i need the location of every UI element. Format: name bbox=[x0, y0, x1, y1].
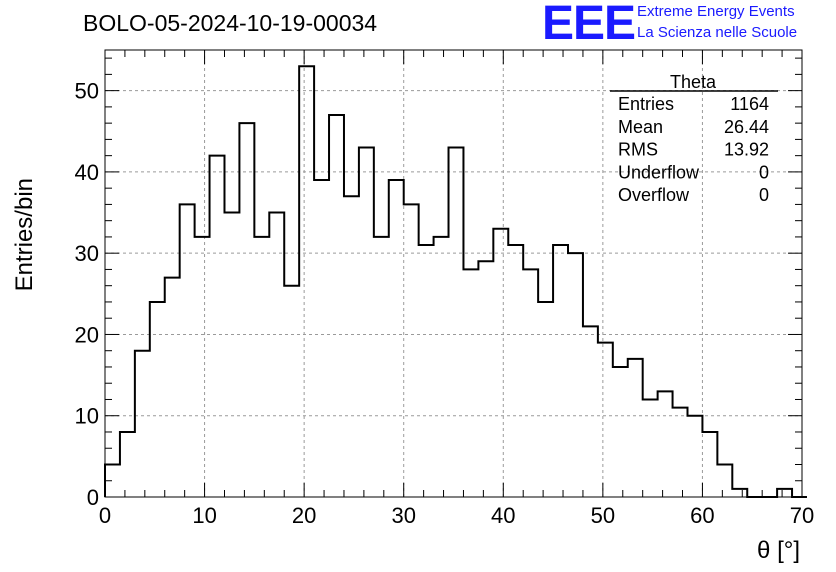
histogram-bin bbox=[404, 204, 419, 497]
y-tick-label: 0 bbox=[87, 485, 99, 510]
y-tick-label: 20 bbox=[75, 322, 99, 347]
histogram-bin bbox=[538, 302, 553, 497]
stats-label: Overflow bbox=[618, 185, 690, 205]
histogram-bin bbox=[493, 229, 508, 497]
stats-label: RMS bbox=[618, 140, 658, 160]
histogram-bin bbox=[180, 204, 195, 497]
histogram-bin bbox=[150, 302, 165, 497]
eee-logo: EEE bbox=[542, 0, 636, 50]
histogram-bins bbox=[105, 66, 792, 497]
stats-value: 0 bbox=[759, 185, 769, 205]
histogram-bin bbox=[613, 367, 628, 497]
histogram-bin bbox=[344, 196, 359, 497]
stats-label: Underflow bbox=[618, 162, 700, 182]
histogram-bin bbox=[359, 148, 374, 497]
stats-label: Mean bbox=[618, 117, 663, 137]
histogram-bin bbox=[732, 489, 747, 497]
histogram-bin bbox=[105, 464, 120, 497]
histogram-bin bbox=[224, 213, 239, 497]
x-tick-label: 30 bbox=[391, 503, 415, 528]
histogram-bin bbox=[687, 416, 702, 497]
tick-labels: 0 10 20 30 40 50 60 70 0 10 20 30 40 50 bbox=[75, 79, 815, 528]
histogram-bin bbox=[777, 489, 792, 497]
histogram-bin bbox=[598, 343, 613, 497]
histogram-bin bbox=[210, 156, 225, 497]
stats-value: 1164 bbox=[730, 94, 769, 114]
histogram-bin bbox=[239, 123, 254, 497]
stats-title: Theta bbox=[670, 72, 717, 92]
stats-value: 26.44 bbox=[724, 117, 769, 137]
logo-line-2: La Scienza nelle Scuole bbox=[637, 24, 798, 41]
histogram-bin bbox=[568, 253, 583, 497]
grid-lines bbox=[105, 50, 802, 497]
histogram-bin bbox=[658, 391, 673, 497]
histogram-bin bbox=[165, 278, 180, 497]
histogram-bin bbox=[717, 464, 732, 497]
histogram-bin bbox=[702, 432, 717, 497]
x-tick-label: 20 bbox=[292, 503, 316, 528]
histogram-outline bbox=[104, 65, 807, 498]
histogram-bin bbox=[254, 237, 269, 497]
y-tick-label: 50 bbox=[75, 79, 99, 104]
x-tick-label: 60 bbox=[690, 503, 714, 528]
histogram-bin bbox=[553, 245, 568, 497]
histogram-bin bbox=[389, 180, 404, 497]
histogram-bin bbox=[329, 115, 344, 497]
histogram-bin bbox=[269, 213, 284, 497]
y-tick-label: 10 bbox=[75, 404, 99, 429]
histogram-bin bbox=[135, 351, 150, 497]
histogram-bin bbox=[583, 326, 598, 497]
histogram-bin bbox=[299, 66, 314, 497]
chart-title: BOLO-05-2024-10-19-00034 bbox=[83, 10, 378, 36]
stats-label: Entries bbox=[618, 94, 674, 114]
y-axis-label: Entries/bin bbox=[11, 178, 38, 291]
histogram-bin bbox=[314, 180, 329, 497]
y-tick-label: 30 bbox=[75, 241, 99, 266]
histogram-bin bbox=[195, 237, 210, 497]
histogram-bin bbox=[643, 399, 658, 497]
histogram-bin bbox=[284, 286, 299, 497]
histogram-bin bbox=[120, 432, 135, 497]
x-tick-label: 0 bbox=[99, 503, 111, 528]
histogram-bin bbox=[523, 269, 538, 497]
y-tick-label: 40 bbox=[75, 160, 99, 185]
x-tick-label: 50 bbox=[591, 503, 615, 528]
x-tick-label: 40 bbox=[491, 503, 515, 528]
histogram-bin bbox=[419, 245, 434, 497]
histogram-bin bbox=[673, 408, 688, 497]
plot-frame bbox=[104, 49, 803, 498]
stats-value: 0 bbox=[759, 162, 769, 182]
histogram-bin bbox=[449, 148, 464, 497]
histogram-bin bbox=[463, 269, 478, 497]
x-axis-label: θ [°] bbox=[757, 537, 800, 564]
x-tick-label: 10 bbox=[192, 503, 216, 528]
logo-line-1: Extreme Energy Events bbox=[637, 3, 795, 20]
stats-value: 13.92 bbox=[724, 140, 769, 160]
x-tick-label: 70 bbox=[790, 503, 814, 528]
histogram-bin bbox=[374, 237, 389, 497]
histogram-bin bbox=[434, 237, 449, 497]
histogram-bin bbox=[478, 261, 493, 497]
histogram-bin bbox=[628, 359, 643, 497]
histogram-bin bbox=[508, 245, 523, 497]
